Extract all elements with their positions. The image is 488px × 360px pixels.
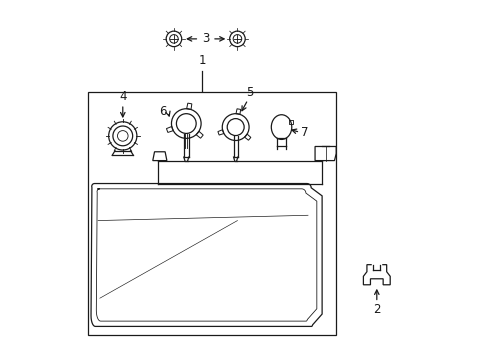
Text: 1: 1 xyxy=(198,54,205,67)
Text: 3: 3 xyxy=(202,32,209,45)
Text: 4: 4 xyxy=(119,90,126,103)
Text: 7: 7 xyxy=(300,126,308,139)
Text: 6: 6 xyxy=(159,105,166,118)
Text: 5: 5 xyxy=(246,86,253,99)
Bar xyxy=(87,92,336,335)
Text: 2: 2 xyxy=(372,303,380,316)
